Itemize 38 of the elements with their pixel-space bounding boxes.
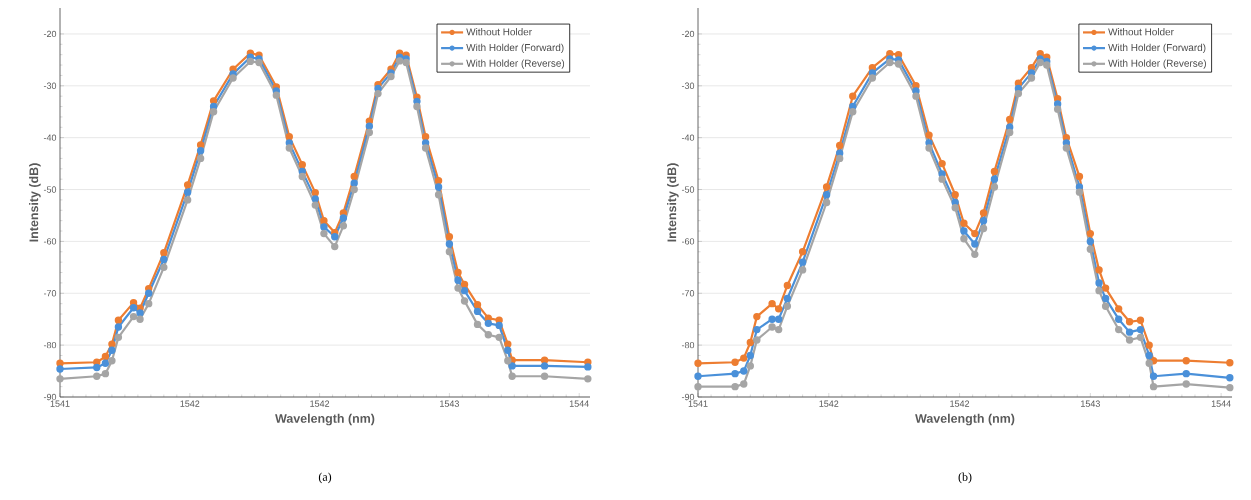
x-tick-label: 1541 [688, 400, 708, 407]
x-axis-title: Wavelength (nm) [915, 413, 1015, 426]
y-tick-label: -80 [43, 341, 57, 349]
x-tick-label: 1542 [180, 400, 200, 407]
legend-label: With Holder (Forward) [1108, 43, 1206, 54]
x-tick-label: 1543 [1081, 400, 1100, 407]
legend-label: Without Holder [466, 28, 532, 36]
x-axis-title: Wavelength (nm) [275, 413, 375, 426]
x-tick-label: 1542 [819, 400, 839, 407]
y-axis-title: Intensity (dB) [29, 163, 41, 242]
y-tick-label: -40 [43, 134, 57, 141]
legend-label: With Holder (Reverse) [1108, 59, 1206, 69]
x-tick-label: 1544 [1211, 400, 1231, 407]
text: (a) [318, 472, 332, 484]
y-tick-label: -60 [681, 238, 695, 245]
text: (b) [958, 472, 972, 484]
legend-label: With Holder (Reverse) [466, 59, 565, 69]
x-tick-label: 1542 [950, 400, 970, 407]
x-tick-label: 1541 [50, 400, 70, 407]
y-tick-label: -30 [681, 82, 695, 89]
legend-label: With Holder (Forward) [466, 43, 564, 54]
y-tick-label: -80 [681, 341, 695, 349]
y-tick-label: -30 [43, 82, 57, 89]
y-tick-label: -50 [43, 186, 57, 193]
x-tick-label: 1543 [440, 400, 459, 407]
y-tick-label: -70 [43, 290, 57, 297]
y-tick-label: -90 [43, 393, 57, 401]
legend-label: Without Holder [1108, 28, 1174, 36]
y-tick-label: -40 [681, 134, 695, 141]
x-tick-label: 1544 [569, 400, 589, 407]
y-tick-label: -60 [43, 238, 57, 245]
y-tick-label: -90 [681, 393, 695, 401]
y-tick-label: -20 [43, 30, 57, 38]
x-tick-label: 1542 [310, 400, 330, 407]
y-axis-title: Intensity (dB) [667, 163, 679, 242]
y-tick-label: -70 [681, 290, 695, 297]
y-tick-label: -20 [681, 30, 695, 38]
y-tick-label: -50 [681, 186, 695, 193]
